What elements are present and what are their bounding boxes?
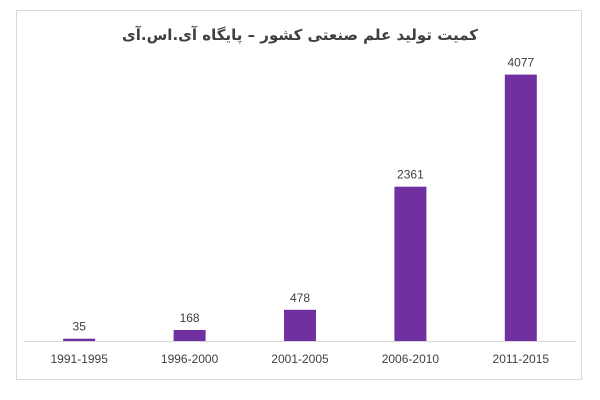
bars-group: [63, 74, 537, 341]
bar-2006-2010: [394, 186, 427, 341]
x-tick-label-2011-2015: 2011-2015: [493, 352, 550, 366]
bar-1991-1995: [63, 338, 96, 341]
data-label-2001-2005: 478: [290, 291, 310, 305]
x-tick-label-2006-2010: 2006-2010: [382, 352, 440, 366]
data-label-1996-2000: 168: [180, 311, 200, 325]
bar-2011-2015: [504, 74, 537, 341]
data-label-2011-2015: 4077: [507, 56, 534, 70]
chart-title: کمیت تولید علم صنعتی کشور – پایگاه آی.اس…: [122, 26, 478, 44]
x-tick-label-1991-1995: 1991-1995: [51, 352, 109, 366]
data-label-1991-1995: 35: [73, 320, 87, 334]
data-label-2006-2010: 2361: [397, 168, 424, 182]
x-tick-label-1996-2000: 1996-2000: [161, 352, 219, 366]
bar-1996-2000: [173, 330, 206, 341]
labels-group: 35 1991-1995 168 1996-2000 478 2001-2005 2361 2…: [51, 56, 550, 366]
bar-2001-2005: [284, 309, 316, 341]
x-tick-label-2001-2005: 2001-2005: [271, 352, 329, 366]
